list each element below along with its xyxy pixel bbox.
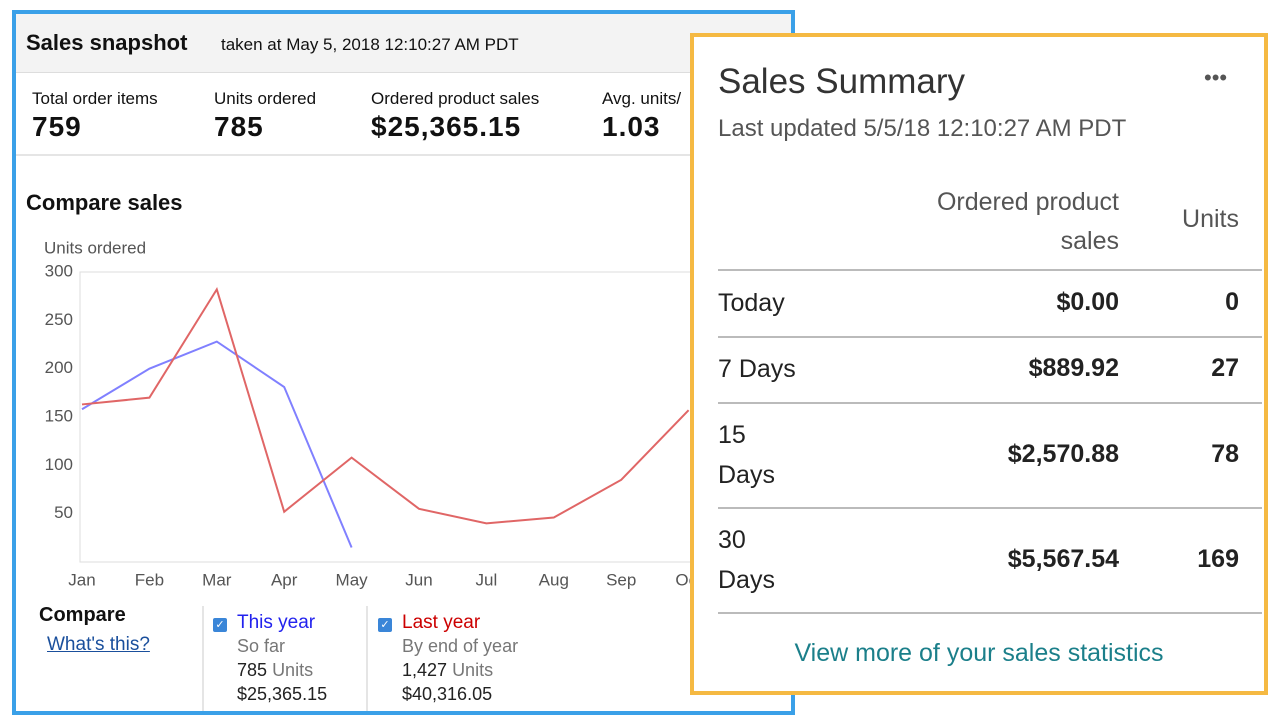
row-separator bbox=[718, 402, 1262, 404]
metric-label: Total order items bbox=[32, 89, 158, 108]
units-label: Units bbox=[452, 660, 494, 680]
last-year-units: 1,427 bbox=[402, 660, 448, 680]
row-sales: $0.00 bbox=[1056, 287, 1119, 316]
x-tick-label: Mar bbox=[202, 570, 232, 589]
snapshot-title: Sales snapshot bbox=[26, 30, 188, 55]
this-year-checkbox[interactable]: ✓ bbox=[213, 618, 227, 632]
row-label: 30 Days bbox=[718, 525, 775, 594]
row-separator bbox=[718, 336, 1262, 338]
units-label: Units bbox=[272, 660, 314, 680]
this-year-period: So far bbox=[237, 636, 286, 656]
snapshot-panel: Sales snapshot taken at May 5, 2018 12:1… bbox=[12, 10, 795, 715]
row-separator bbox=[718, 269, 1262, 271]
y-tick-label: 200 bbox=[45, 358, 73, 377]
row-units: 0 bbox=[1225, 287, 1239, 316]
last-year-label: Last year bbox=[402, 612, 481, 633]
row-separator bbox=[718, 612, 1262, 614]
last-year-sales: $40,316.05 bbox=[402, 684, 493, 704]
menu-button[interactable]: ••• bbox=[1204, 65, 1228, 90]
this-year-sales: $25,365.15 bbox=[237, 684, 328, 704]
metric-label: Ordered product sales bbox=[371, 89, 540, 108]
y-tick-label: 100 bbox=[45, 455, 73, 474]
row-units: 78 bbox=[1211, 439, 1239, 468]
view-more-link[interactable]: View more of your sales statistics bbox=[794, 639, 1164, 667]
metric-value: $25,365.15 bbox=[371, 111, 522, 142]
metric-label: Avg. units/ bbox=[602, 89, 682, 108]
row-separator bbox=[718, 507, 1262, 509]
snapshot-header: Sales snapshot taken at May 5, 2018 12:1… bbox=[16, 14, 791, 73]
divider bbox=[16, 154, 791, 156]
row-units: 27 bbox=[1211, 354, 1239, 382]
x-tick-label: Jun bbox=[405, 570, 432, 589]
this-year-units: 785 bbox=[237, 660, 268, 680]
whats-this-link[interactable]: What's this? bbox=[47, 634, 150, 655]
compare-title: Compare bbox=[39, 604, 126, 626]
x-tick-label: Apr bbox=[271, 570, 298, 589]
metric-value: 759 bbox=[32, 111, 82, 142]
metric-value: 785 bbox=[214, 111, 264, 142]
line-series bbox=[81, 286, 690, 525]
row-label: 15 Days bbox=[718, 420, 775, 489]
snapshot-time: taken at May 5, 2018 12:10:27 AM PDT bbox=[221, 35, 519, 54]
plot-frame bbox=[79, 271, 780, 563]
x-tick-label: May bbox=[336, 570, 369, 589]
row-label: Today bbox=[718, 288, 785, 317]
x-tick-label: Sep bbox=[606, 570, 636, 589]
y-axis-label: Units ordered bbox=[44, 238, 146, 257]
column-header: Units bbox=[1182, 205, 1239, 233]
y-tick-label: 150 bbox=[45, 406, 73, 425]
x-tick-label: Feb bbox=[135, 570, 164, 589]
y-tick-label: 250 bbox=[45, 310, 73, 329]
x-tick-label: Jan bbox=[68, 570, 95, 589]
last-year-checkbox[interactable]: ✓ bbox=[378, 618, 392, 632]
compare-heading: Compare sales bbox=[26, 190, 183, 215]
x-tick-label: Aug bbox=[539, 570, 569, 589]
x-tick-label: Jul bbox=[476, 570, 498, 589]
row-sales: $5,567.54 bbox=[1007, 544, 1119, 573]
divider bbox=[202, 606, 204, 711]
summary-panel: Sales Summary ••• Last updated 5/5/18 12… bbox=[690, 33, 1268, 695]
line-series bbox=[81, 340, 353, 548]
row-sales: $889.92 bbox=[1028, 354, 1119, 382]
this-year-label: This year bbox=[237, 612, 316, 633]
metric-label: Units ordered bbox=[214, 89, 317, 108]
row-units: 169 bbox=[1197, 544, 1239, 573]
y-tick-label: 300 bbox=[45, 261, 73, 280]
metric-value: 1.03 bbox=[602, 111, 661, 142]
row-label: 7 Days bbox=[718, 355, 796, 383]
chart: Units ordered 50 100 150 200 250 300 Jan Feb Mar… bbox=[44, 238, 780, 589]
column-header: Ordered product sales bbox=[936, 188, 1119, 255]
divider bbox=[366, 606, 368, 711]
row-sales: $2,570.88 bbox=[1007, 439, 1119, 468]
summary-title: Sales Summary bbox=[718, 62, 966, 101]
y-tick-label: 50 bbox=[54, 503, 73, 522]
last-year-period: By end of year bbox=[402, 636, 519, 656]
last-updated: Last updated 5/5/18 12:10:27 AM PDT bbox=[718, 115, 1127, 142]
